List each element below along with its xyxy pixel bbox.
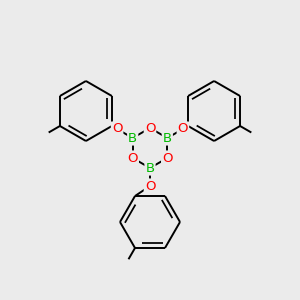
Text: O: O	[162, 152, 172, 164]
Text: B: B	[128, 131, 137, 145]
Text: B: B	[163, 131, 172, 145]
Text: B: B	[146, 161, 154, 175]
Text: O: O	[145, 179, 155, 193]
Text: O: O	[145, 122, 155, 134]
Text: O: O	[178, 122, 188, 136]
Text: O: O	[112, 122, 122, 136]
Text: O: O	[128, 152, 138, 164]
